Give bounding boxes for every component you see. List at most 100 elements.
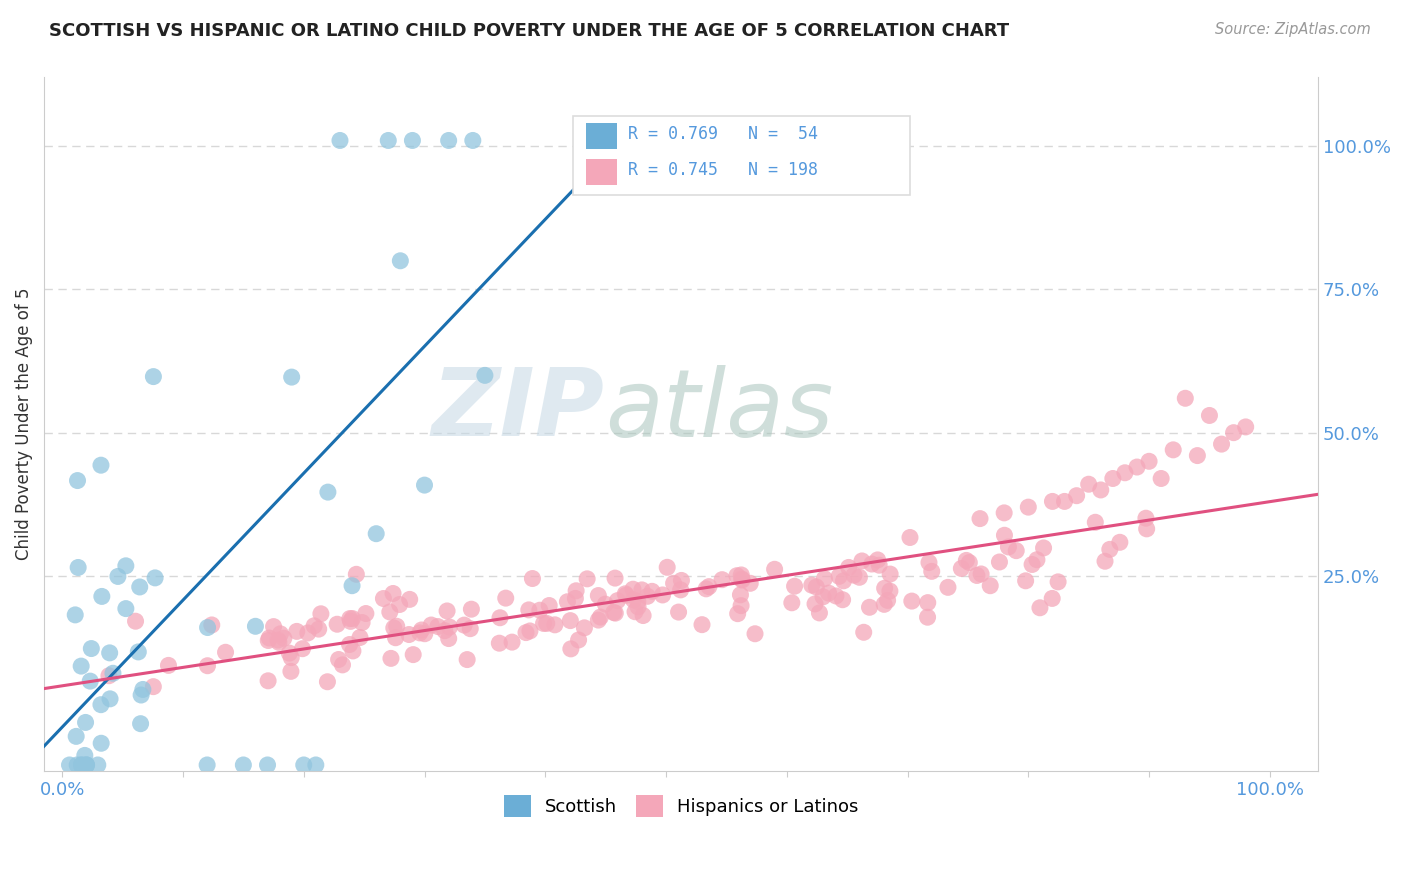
Point	[79, 674, 101, 689]
Point	[838, 560, 860, 574]
Point	[326, 617, 349, 632]
Point	[257, 633, 280, 648]
Point	[873, 598, 896, 612]
Point	[918, 556, 941, 570]
Point	[1017, 500, 1039, 515]
Point	[129, 716, 152, 731]
Point	[90, 736, 112, 750]
Point	[385, 619, 408, 633]
Point	[339, 615, 361, 629]
Point	[456, 652, 478, 666]
Point	[257, 673, 280, 688]
Text: R = 0.769   N =  54: R = 0.769 N = 54	[627, 125, 818, 143]
Point	[876, 593, 898, 607]
Point	[101, 666, 124, 681]
Point	[1077, 477, 1099, 491]
Point	[142, 369, 165, 384]
Point	[868, 558, 890, 573]
Point	[1150, 471, 1173, 485]
Point	[806, 580, 828, 594]
Point	[519, 624, 541, 638]
Point	[811, 590, 834, 604]
Point	[1042, 494, 1064, 508]
Point	[852, 625, 875, 640]
Point	[533, 616, 555, 631]
Point	[627, 594, 650, 608]
Point	[1032, 541, 1054, 555]
FancyBboxPatch shape	[572, 116, 911, 195]
Point	[382, 586, 405, 600]
Point	[377, 133, 399, 147]
Point	[858, 600, 880, 615]
Point	[522, 572, 544, 586]
Point	[263, 619, 285, 633]
Point	[744, 626, 766, 640]
Point	[501, 635, 523, 649]
Point	[297, 626, 319, 640]
Point	[582, 133, 605, 147]
Point	[339, 611, 361, 625]
Point	[1174, 392, 1197, 406]
Point	[565, 583, 588, 598]
Point	[80, 641, 103, 656]
Point	[662, 576, 685, 591]
Point	[921, 565, 943, 579]
Point	[1137, 454, 1160, 468]
Point	[342, 611, 364, 625]
Point	[627, 599, 650, 614]
Point	[308, 622, 330, 636]
Point	[426, 619, 449, 633]
Point	[157, 658, 180, 673]
Point	[197, 658, 219, 673]
Point	[955, 553, 977, 567]
Point	[860, 557, 883, 571]
Point	[1040, 591, 1063, 606]
Point	[993, 528, 1015, 542]
Point	[413, 626, 436, 640]
Point	[489, 611, 512, 625]
Point	[70, 758, 93, 772]
Point	[436, 604, 458, 618]
Point	[65, 730, 87, 744]
Point	[560, 641, 582, 656]
Point	[763, 562, 786, 576]
Point	[280, 665, 302, 679]
Point	[269, 627, 291, 641]
Point	[129, 688, 152, 702]
Point	[75, 758, 97, 772]
Point	[1211, 437, 1233, 451]
Point	[697, 580, 720, 594]
Point	[873, 581, 896, 595]
Point	[564, 591, 586, 606]
Point	[402, 648, 425, 662]
Point	[1114, 466, 1136, 480]
Point	[695, 582, 717, 596]
Point	[453, 618, 475, 632]
Point	[115, 601, 138, 615]
Point	[730, 588, 752, 602]
Point	[401, 133, 423, 147]
Point	[460, 602, 482, 616]
Point	[879, 567, 901, 582]
Text: atlas: atlas	[605, 365, 832, 456]
Point	[589, 610, 612, 624]
Point	[437, 632, 460, 646]
Point	[825, 589, 848, 603]
Point	[232, 758, 254, 772]
Point	[90, 698, 112, 712]
Point	[603, 606, 626, 620]
Point	[657, 560, 679, 574]
Point	[901, 594, 924, 608]
Point	[817, 586, 839, 600]
Point	[329, 133, 352, 147]
Point	[388, 598, 411, 612]
Point	[384, 631, 406, 645]
Point	[1161, 442, 1184, 457]
Point	[1136, 522, 1159, 536]
Point	[731, 573, 754, 587]
Point	[988, 555, 1011, 569]
Point	[437, 133, 460, 147]
Point	[366, 526, 388, 541]
Point	[1021, 558, 1043, 572]
Point	[557, 595, 579, 609]
